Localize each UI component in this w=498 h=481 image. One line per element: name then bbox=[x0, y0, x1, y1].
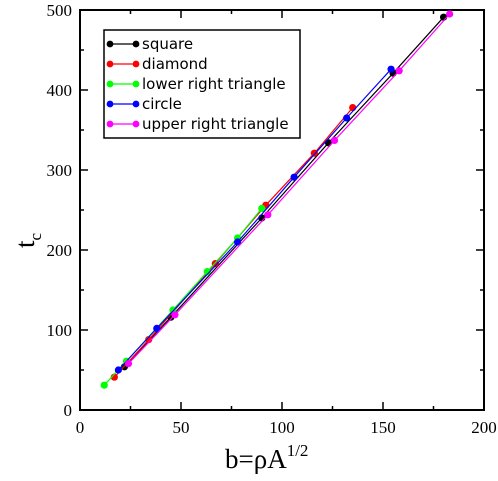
data-point-lower-right-triangle bbox=[258, 204, 266, 212]
y-axis-ticks: 0 100 200 300 400 500 bbox=[47, 1, 484, 420]
legend-marker bbox=[106, 60, 114, 68]
data-point-diamond bbox=[310, 149, 318, 157]
data-point-lower-right-triangle bbox=[100, 381, 108, 389]
legend-label: lower right triangle bbox=[142, 75, 286, 93]
legend-item-square: square bbox=[106, 35, 193, 53]
data-point-circle bbox=[343, 114, 351, 122]
x-tick-label: 0 bbox=[76, 418, 85, 437]
x-axis-ticks: 0 50 100 150 200 bbox=[76, 10, 497, 437]
x-axis-title: b=ρA1/2 bbox=[225, 441, 308, 474]
data-point-circle bbox=[387, 65, 395, 73]
y-tick-label: 500 bbox=[47, 1, 73, 20]
data-point-diamond bbox=[349, 104, 357, 112]
data-point-circle bbox=[233, 238, 242, 246]
data-point-upper-right-triangle bbox=[330, 136, 339, 144]
series-line-circle bbox=[117, 68, 392, 371]
data-point-upper-right-triangle bbox=[124, 360, 133, 368]
legend-label: upper right triangle bbox=[142, 115, 289, 133]
x-tick-label: 150 bbox=[370, 418, 396, 437]
legend-marker bbox=[132, 40, 140, 48]
legend-marker bbox=[106, 40, 114, 48]
y-tick-label: 100 bbox=[47, 321, 73, 340]
legend-marker bbox=[106, 120, 114, 128]
y-axis-title-subscript: c bbox=[26, 232, 45, 240]
data-point-lower-right-triangle bbox=[203, 268, 211, 276]
legend: square diamond lower right triangle circle u… bbox=[103, 29, 301, 139]
data-point-circle bbox=[290, 173, 298, 181]
x-tick-label: 200 bbox=[471, 418, 497, 437]
legend-item-diamond: diamond bbox=[106, 55, 208, 73]
legend-marker bbox=[132, 80, 140, 88]
x-tick-label: 100 bbox=[269, 418, 295, 437]
x-axis-title-superscript: 1/2 bbox=[287, 441, 309, 460]
data-point-upper-right-triangle bbox=[171, 311, 179, 319]
legend-label: square bbox=[142, 35, 193, 53]
legend-label: diamond bbox=[142, 55, 208, 73]
y-tick-label: 300 bbox=[47, 161, 73, 180]
y-axis-title-main: t bbox=[10, 240, 40, 248]
data-point-upper-right-triangle bbox=[395, 67, 403, 75]
series-lower-right-triangle bbox=[100, 204, 266, 389]
data-point-upper-right-triangle bbox=[446, 10, 454, 18]
series-circle bbox=[114, 65, 395, 374]
legend-item-lower-right-triangle: lower right triangle bbox=[106, 75, 286, 93]
data-point-diamond bbox=[145, 336, 153, 344]
legend-label: circle bbox=[142, 95, 182, 113]
data-point-upper-right-triangle bbox=[264, 211, 272, 219]
legend-item-circle: circle bbox=[106, 95, 182, 113]
x-tick-label: 50 bbox=[173, 418, 190, 437]
y-tick-label: 200 bbox=[47, 241, 73, 260]
x-axis-title-main: b=ρA bbox=[225, 444, 287, 474]
legend-item-upper-right-triangle: upper right triangle bbox=[106, 115, 289, 133]
series-layer bbox=[100, 10, 454, 389]
y-axis-title: tc bbox=[10, 232, 45, 248]
y-tick-label: 400 bbox=[47, 81, 73, 100]
y-tick-label: 0 bbox=[64, 401, 73, 420]
data-point-circle bbox=[114, 366, 122, 374]
data-point-circle bbox=[153, 324, 161, 332]
legend-marker bbox=[132, 100, 140, 108]
series-line-upper-right-triangle bbox=[128, 13, 451, 365]
legend-marker bbox=[132, 60, 140, 68]
legend-marker bbox=[106, 100, 114, 108]
legend-marker bbox=[132, 120, 140, 128]
legend-marker bbox=[106, 80, 114, 88]
series-upper-right-triangle bbox=[124, 10, 454, 368]
